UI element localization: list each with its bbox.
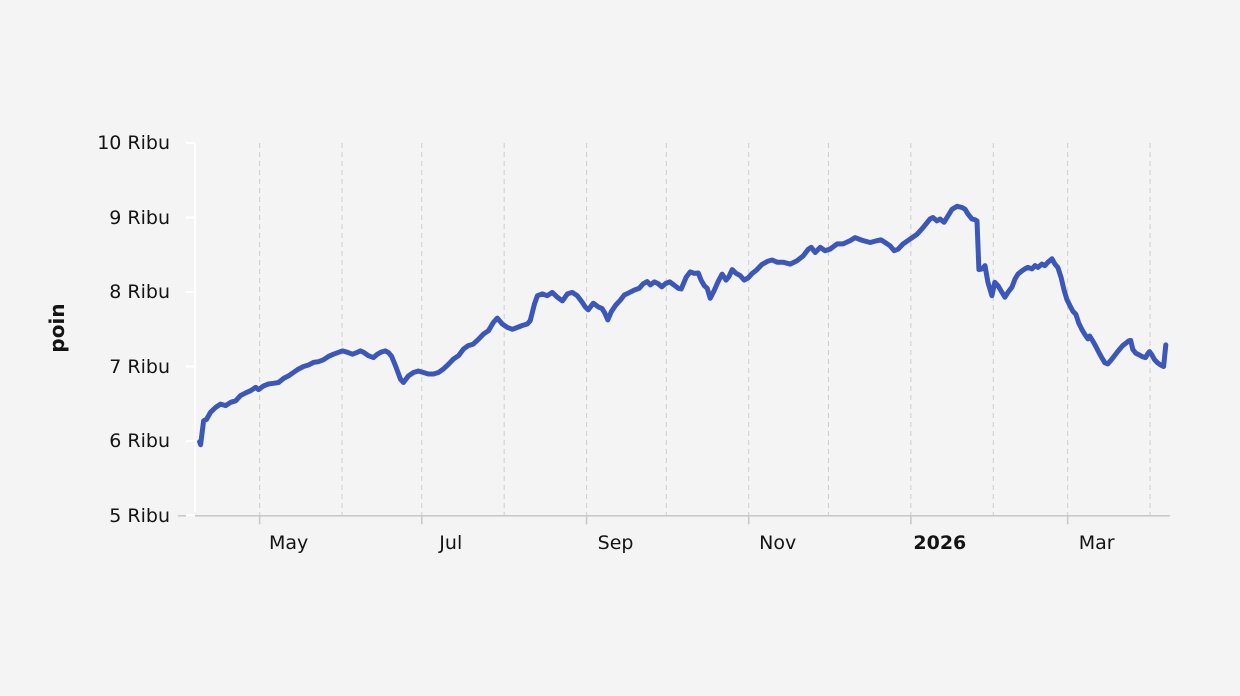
- series-line[interactable]: [197, 203, 1169, 448]
- x-axis-tick-label: Jul: [439, 532, 463, 554]
- x-axis-tick-label: May: [268, 532, 309, 554]
- y-axis-tick-label: 10 Ribu: [97, 132, 170, 154]
- x-axis-tick-label: 2026: [913, 532, 967, 554]
- y-axis-tick-label: 9 Ribu: [109, 206, 170, 229]
- y-axis-tick-label: 6 Ribu: [109, 430, 170, 452]
- y-axis-tick-label: 5 Ribu: [109, 504, 170, 527]
- y-axis-tick-label: 8 Ribu: [109, 281, 170, 303]
- x-axis-tick-label: Sep: [597, 532, 634, 554]
- x-axis-tick-label: Nov: [759, 532, 797, 554]
- x-axis-tick-label: Mar: [1078, 532, 1115, 554]
- y-axis-tick-label: 7 Ribu: [109, 355, 170, 378]
